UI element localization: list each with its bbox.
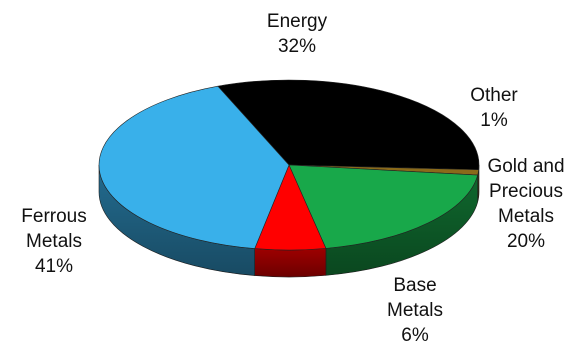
slice-side-shading-base-metals: [254, 248, 326, 278]
slice-label-gold-line2: Precious: [489, 181, 563, 202]
slice-value-energy: 32%: [278, 36, 316, 57]
slice-energy: [217, 79, 480, 171]
slice-value-other: 1%: [480, 110, 508, 131]
slice-value-base: 6%: [401, 325, 429, 346]
slice-gold-and-precious-metals: [288, 164, 479, 249]
slice-label-ferrous-line1: Ferrous: [21, 206, 86, 227]
slice-side-shading-ferrous-metals: [99, 165, 255, 276]
slice-label-gold-line3: Metals: [498, 206, 554, 227]
slice-side-shading-gold-and-precious-metals: [325, 175, 478, 276]
slice-label-base-line1: Base: [393, 275, 436, 296]
slice-label-ferrous-line2: Metals: [26, 231, 82, 252]
slice-value-ferrous: 41%: [35, 256, 73, 277]
slice-ferrous-metals: [98, 85, 290, 249]
slice-value-gold: 20%: [507, 231, 545, 252]
slice-label-energy: Energy: [267, 11, 328, 32]
slice-label-gold-line1: Gold and: [487, 156, 564, 177]
slice-label-base-line2: Metals: [387, 300, 443, 321]
slice-label-other: Other: [470, 85, 518, 106]
